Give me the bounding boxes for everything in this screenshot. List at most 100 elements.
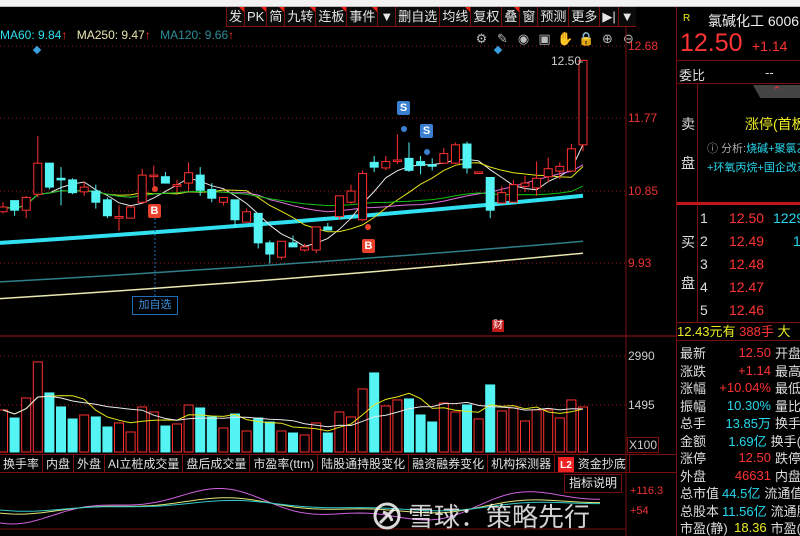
info-icon: ⓘ	[707, 143, 718, 155]
volume-ma10-line	[2, 395, 584, 428]
toolbar-button[interactable]: PK	[244, 7, 267, 26]
indicator-tab[interactable]: AI立桩成交量	[105, 455, 184, 472]
stat-row: 涨停 12.50 跌停	[680, 450, 800, 466]
candle-up	[172, 184, 182, 187]
event-diamond-icon	[493, 45, 503, 55]
volume-bar	[102, 426, 113, 453]
candle-down	[160, 176, 170, 184]
analysis-line[interactable]: ⓘ 分析:烧碱+聚氯乙烯	[707, 143, 800, 155]
toolbar-button[interactable]: 叠	[501, 7, 520, 26]
toolbar-button[interactable]: 事件	[346, 7, 378, 26]
candle-down	[68, 179, 78, 194]
hand-icon[interactable]: ✋	[557, 31, 574, 46]
ma5-line	[2, 144, 584, 247]
volume-bar	[148, 411, 159, 453]
candle-up	[520, 182, 530, 187]
add-watchlist-button[interactable]: 加自选	[132, 296, 178, 315]
indicator-tab[interactable]: 融资融券变化	[409, 455, 489, 472]
volume-bar	[183, 404, 194, 453]
ma120-line	[0, 240, 584, 283]
top-menu-strip	[0, 0, 800, 7]
volume-bar	[520, 420, 530, 453]
stat-row: 振幅 10.30% 量比	[680, 397, 800, 414]
volume-bar	[404, 398, 414, 453]
pen-icon[interactable]: ✎	[497, 31, 508, 46]
eye-icon[interactable]: ◉	[517, 31, 530, 46]
candle-up	[474, 171, 484, 175]
candle-up	[184, 172, 194, 184]
gear-icon[interactable]: ⚙	[475, 31, 488, 46]
indicator-tab[interactable]: 盘后成交量	[183, 455, 251, 472]
toolbar-button[interactable]: ▼	[377, 7, 396, 26]
stat-row: 总手 13.85万 换手	[680, 416, 800, 431]
sell-marker[interactable]: S	[397, 101, 410, 115]
volume-bar	[125, 431, 136, 453]
candle-down	[288, 242, 298, 248]
zoom-out-icon[interactable]: ⊖	[623, 31, 634, 46]
toolbar-button[interactable]: 删自选	[395, 7, 440, 26]
volume-bar	[485, 384, 496, 453]
chart-tools: ⚙ ✎ ◉ ▣ ✋ 🔒 ⊕ ⊖	[473, 30, 637, 47]
toolbar-button[interactable]: 连板	[315, 7, 347, 26]
finance-marker[interactable]: 财	[492, 320, 504, 332]
toolbar-button[interactable]: 均线	[439, 7, 471, 26]
buy-marker[interactable]: B	[148, 204, 161, 218]
bid-row: 1 12.50 1229	[700, 210, 800, 226]
briefcase-icon[interactable]: ▣	[538, 31, 551, 46]
volume-bar	[566, 399, 577, 453]
toolbar-button[interactable]: 复权	[470, 7, 502, 26]
stat-row: 涨跌 +1.14 最高	[680, 362, 800, 379]
volume-bar	[369, 372, 380, 453]
volume-ma5-line	[2, 392, 584, 432]
volume-bar	[554, 417, 565, 453]
toolbar-button[interactable]: ▼	[617, 7, 636, 26]
volume-bar	[56, 406, 66, 453]
toolbar-button[interactable]: 更多	[568, 7, 600, 26]
candle-down	[485, 177, 495, 211]
stock-badge-icon: R	[683, 13, 691, 24]
candle-down	[56, 177, 66, 181]
indicator-tab[interactable]: 市盈率(ttm)	[250, 455, 319, 472]
indicator-tab[interactable]: 换手率	[0, 455, 44, 472]
toolbar-button[interactable]: 简	[266, 7, 285, 26]
volume-bar	[137, 406, 148, 453]
indicator-tab[interactable]: 陆股通持股变化	[318, 455, 410, 472]
buy-dot-icon	[152, 186, 158, 192]
candle-down	[253, 212, 263, 244]
toolbar-button[interactable]: 九转	[284, 7, 316, 26]
indicator-tab[interactable]: 内盘	[43, 455, 75, 472]
collapse-chevron-icon[interactable]: ⌃	[753, 85, 800, 98]
toolbar-button[interactable]: ▶|	[599, 7, 618, 26]
volume-bar	[427, 421, 438, 453]
toolbar-button[interactable]: 发	[226, 7, 245, 26]
volume-bar	[357, 388, 368, 453]
zoom-in-icon[interactable]: ⊕	[602, 31, 613, 46]
volume-bar	[438, 402, 449, 453]
buy-marker[interactable]: B	[362, 239, 375, 253]
bid-row: 4 12.47	[700, 279, 765, 295]
toolbar-button[interactable]: 预测	[537, 7, 569, 26]
candle-down	[416, 161, 426, 167]
toolbar-button[interactable]: 窗	[519, 7, 538, 26]
volume-bar	[380, 405, 391, 453]
indicator-help-button[interactable]: 指标说明	[564, 474, 622, 493]
volume-bar	[195, 407, 206, 453]
candle-up	[300, 246, 310, 251]
indicator-tab[interactable]: L2 资金抄底	[555, 455, 630, 472]
indicator-line-1	[0, 488, 601, 525]
volume-tick: 1495	[628, 398, 655, 412]
kline-chart[interactable]	[0, 0, 676, 536]
lock-icon[interactable]: 🔒	[578, 31, 595, 46]
indicator-tab[interactable]: 机构探测器	[488, 455, 556, 472]
sell-marker[interactable]: S	[420, 124, 433, 138]
volume-bar	[44, 392, 55, 453]
limit-status: 涨停(首板	[745, 116, 800, 132]
indicator-tabs: 换手率 内盘 外盘 AI立桩成交量 盘后成交量 市盈率(ttm) 陆股通持股变化 融资融券变化…	[0, 454, 676, 473]
indicator-tab[interactable]: 外盘	[74, 455, 106, 472]
candle-up	[149, 174, 159, 178]
candle-up	[311, 226, 321, 251]
volume-bar	[32, 361, 43, 453]
candle-up	[276, 240, 286, 258]
ma250-line	[0, 252, 584, 300]
xueqiu-logo-icon	[373, 502, 401, 529]
